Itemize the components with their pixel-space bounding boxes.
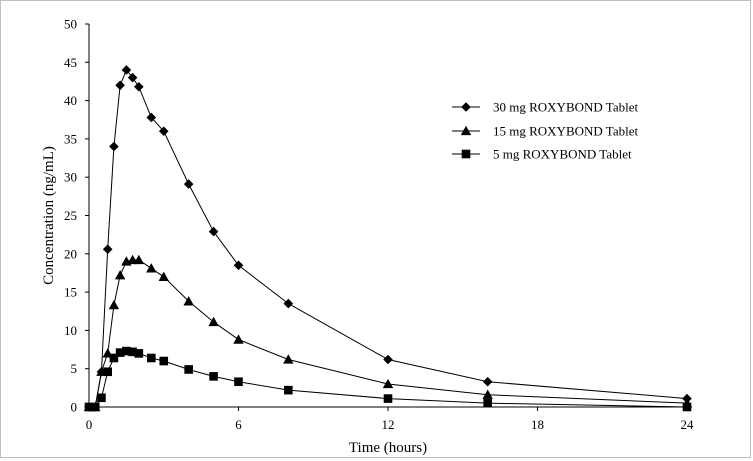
data-point-diamond [109, 141, 119, 152]
data-point-triangle [114, 270, 126, 280]
data-point-diamond [134, 82, 144, 92]
data-point-square [234, 377, 243, 387]
series-line-square [89, 350, 688, 408]
data-point-triangle [233, 334, 244, 344]
data-point-triangle [108, 299, 120, 310]
data-point-diamond [158, 126, 169, 137]
data-point-square [146, 353, 156, 363]
data-point-square [184, 365, 193, 374]
y-tick-label: 40 [64, 93, 77, 108]
data-point-diamond [283, 298, 294, 309]
legend-marker-diamond [461, 102, 471, 112]
data-point-square [103, 367, 112, 377]
y-tick-label: 45 [64, 55, 77, 70]
data-point-square [97, 393, 106, 403]
y-tick-label: 30 [64, 170, 77, 185]
data-point-square [122, 346, 131, 356]
data-point-square [383, 394, 393, 403]
y-tick-label: 20 [64, 246, 77, 261]
data-point-diamond [482, 376, 493, 387]
data-point-square [134, 349, 144, 358]
y-tick-label: 15 [64, 285, 77, 300]
data-point-diamond [233, 260, 244, 271]
data-point-triangle [183, 296, 194, 306]
data-point-triangle [158, 271, 169, 281]
data-point-square [84, 402, 94, 412]
data-point-square [115, 348, 125, 357]
x-tick-label: 18 [531, 417, 544, 432]
data-point-square [209, 372, 218, 381]
y-tick-label: 5 [71, 361, 78, 376]
data-point-diamond [127, 72, 138, 83]
data-point-diamond [208, 226, 219, 237]
data-point-diamond [183, 179, 194, 189]
y-tick-label: 50 [64, 17, 77, 32]
x-tick-label: 24 [681, 417, 695, 432]
data-point-square [128, 347, 137, 357]
data-point-diamond [102, 244, 113, 255]
x-tick-label: 0 [86, 417, 93, 432]
data-point-triangle [283, 354, 294, 364]
y-tick-label: 35 [64, 131, 77, 146]
data-point-triangle [382, 378, 394, 389]
legend-marker-square [461, 149, 471, 159]
data-point-diamond [383, 354, 393, 365]
data-point-diamond [115, 80, 125, 91]
data-point-square [682, 402, 692, 412]
legend-label: 15 mg ROXYBOND Tablet [493, 124, 638, 139]
data-point-triangle [133, 254, 145, 265]
data-point-square [109, 353, 119, 363]
legend-label: 30 mg ROXYBOND Tablet [493, 100, 638, 115]
y-tick-label: 10 [64, 323, 77, 338]
legend-label: 5 mg ROXYBOND Tablet [493, 147, 632, 162]
data-point-triangle [482, 389, 493, 399]
data-point-diamond [146, 112, 157, 123]
data-point-triangle [146, 263, 157, 273]
data-point-square [90, 402, 100, 412]
y-tick-label: 25 [64, 208, 77, 223]
data-point-triangle [208, 316, 219, 327]
x-tick-label: 12 [382, 417, 395, 432]
series-line-diamond [89, 68, 688, 408]
data-point-square [483, 398, 492, 408]
data-point-square [284, 385, 293, 395]
data-point-diamond [121, 65, 132, 75]
data-point-square [159, 356, 169, 366]
x-tick-label: 6 [235, 417, 242, 432]
y-axis-title: Concentration (ng/mL) [41, 146, 57, 285]
x-axis-title: Time (hours) [349, 440, 427, 456]
legend-marker-triangle [460, 125, 472, 136]
y-tick-label: 0 [71, 400, 78, 415]
